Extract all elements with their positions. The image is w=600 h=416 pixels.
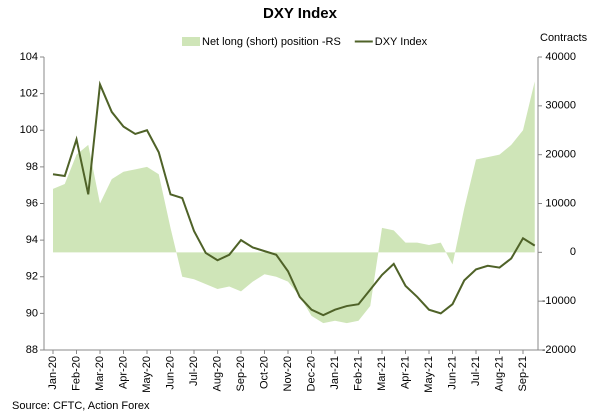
x-tick-label: Dec-20 xyxy=(305,356,317,391)
x-tick-label: Jun-21 xyxy=(446,356,458,390)
y2-axis-label: Contracts xyxy=(540,32,588,44)
x-tick-label: Nov-20 xyxy=(282,356,294,391)
y-tick-label: 98 xyxy=(26,161,38,173)
x-tick-label: Jan-21 xyxy=(329,356,341,390)
legend-label: DXY Index xyxy=(375,36,428,48)
source-note: Source: CFTC, Action Forex xyxy=(12,400,150,412)
x-tick-label: Mar-21 xyxy=(376,356,388,391)
x-tick-label: Apr-21 xyxy=(399,356,411,389)
y-tick-label: 102 xyxy=(20,88,38,100)
x-tick-label: Jul-20 xyxy=(188,356,200,386)
x-tick-label: Apr-20 xyxy=(117,356,129,389)
x-tick-label: Jan-20 xyxy=(47,356,59,390)
y-tick-label: 96 xyxy=(26,197,38,209)
area xyxy=(53,81,535,324)
x-tick-label: Jun-20 xyxy=(164,356,176,390)
y2-tick-label: 10000 xyxy=(545,197,576,209)
chart-title: DXY Index xyxy=(263,5,338,22)
x-tick-label: Jul-21 xyxy=(470,356,482,386)
legend-label: Net long (short) position -RS xyxy=(202,36,341,48)
y-tick-label: 90 xyxy=(26,307,38,319)
y-tick-label: 100 xyxy=(20,124,38,136)
x-tick-label: Feb-20 xyxy=(70,356,82,391)
y2-tick-label: 40000 xyxy=(545,51,576,63)
x-tick-label: Oct-20 xyxy=(258,356,270,389)
x-tick-label: Aug-21 xyxy=(493,356,505,391)
x-tick-label: Aug-20 xyxy=(211,356,223,391)
x-tick-label: Sep-21 xyxy=(517,356,529,391)
legend-swatch xyxy=(182,37,200,46)
y2-tick-label: 30000 xyxy=(545,100,576,112)
y2-tick-label: -20000 xyxy=(542,344,576,356)
y-tick-label: 92 xyxy=(26,271,38,283)
y-tick-label: 104 xyxy=(20,51,38,63)
x-tick-label: Feb-21 xyxy=(352,356,364,391)
x-tick-label: Mar-20 xyxy=(94,356,106,391)
y2-tick-label: -10000 xyxy=(542,295,576,307)
x-tick-label: Sep-20 xyxy=(235,356,247,391)
x-tick-label: May-20 xyxy=(141,356,153,393)
y2-tick-label: 0 xyxy=(570,246,576,258)
line xyxy=(52,80,536,317)
x-tick-label: May-21 xyxy=(423,356,435,393)
y2-tick-label: 20000 xyxy=(545,149,576,161)
y-tick-label: 88 xyxy=(26,344,38,356)
y-tick-label: 94 xyxy=(26,234,38,246)
